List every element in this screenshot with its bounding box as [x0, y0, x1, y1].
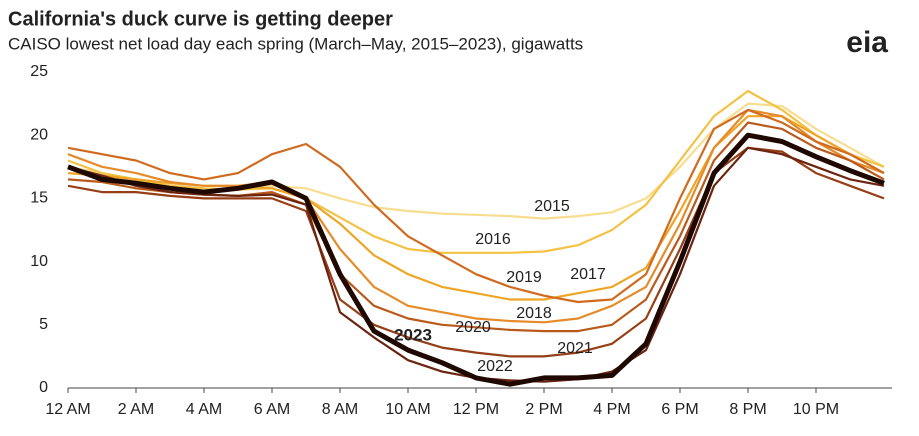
y-tick-label: 10 [30, 253, 48, 270]
series-label: 2019 [506, 269, 542, 286]
series-label: 2023 [394, 325, 432, 344]
y-tick-label: 15 [30, 190, 48, 207]
series-line [67, 146, 885, 383]
x-tick-label: 10 AM [385, 401, 430, 418]
x-tick-label: 6 PM [661, 401, 698, 418]
series-line [67, 121, 885, 333]
y-tick-label: 25 [30, 63, 48, 80]
x-tick-label: 2 AM [118, 401, 154, 418]
series-label: 2016 [475, 231, 511, 248]
series-label: 2018 [516, 305, 552, 322]
series-line [67, 108, 885, 304]
series-label: 2015 [534, 198, 570, 215]
x-tick-label: 6 AM [254, 401, 290, 418]
logo: eia [846, 26, 888, 59]
series-line [67, 132, 885, 387]
y-tick-label: 20 [30, 126, 48, 143]
series-line [67, 102, 885, 220]
chart-subtitle: CAISO lowest net load day each spring (M… [8, 34, 583, 53]
chart-title: California's duck curve is getting deepe… [8, 8, 393, 30]
x-tick-label: 12 AM [45, 401, 90, 418]
x-tick-label: 10 PM [793, 401, 839, 418]
series-line [67, 108, 885, 324]
x-tick-label: 12 PM [453, 401, 499, 418]
x-tick-label: 2 PM [525, 401, 562, 418]
y-tick-label: 5 [39, 316, 48, 333]
x-tick-label: 4 PM [593, 401, 630, 418]
series-line [67, 89, 885, 254]
series-label: 2017 [570, 266, 606, 283]
x-tick-label: 8 AM [322, 401, 358, 418]
series-label: 2020 [455, 319, 491, 336]
series-label: 2022 [477, 358, 513, 375]
y-tick-label: 0 [39, 379, 48, 396]
series-line [67, 115, 885, 301]
series-label: 2021 [557, 340, 593, 357]
x-tick-label: 4 AM [186, 401, 222, 418]
x-tick-label: 8 PM [729, 401, 766, 418]
